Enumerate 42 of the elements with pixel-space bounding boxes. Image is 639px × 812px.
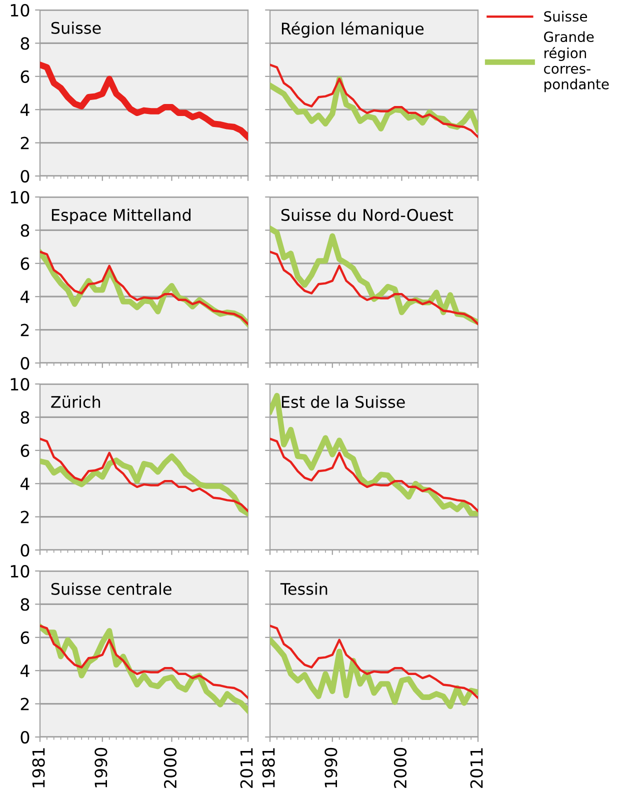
x-tick-label: 2000 xyxy=(394,748,407,788)
y-tick-label: 10 xyxy=(10,378,30,391)
text: Suisse du Nord-Ouest xyxy=(281,208,454,221)
y-tick-label: 6 xyxy=(20,631,30,644)
y-tick-label: 4 xyxy=(20,478,30,490)
x-tick-label: 2011 xyxy=(240,748,253,788)
y-tick-label: 8 xyxy=(20,224,30,237)
text: Zürich xyxy=(51,396,100,408)
text: Suisse xyxy=(51,22,101,34)
text: Espace Mittelland xyxy=(52,208,190,224)
y-tick-label: 4 xyxy=(20,104,30,116)
y-tick-label: 10 xyxy=(10,4,30,17)
x-tick-label: 2011 xyxy=(470,748,483,788)
x-tick-label: 1990 xyxy=(94,748,108,788)
legend-label: Suisse xyxy=(544,10,588,22)
y-tick-label: 0 xyxy=(20,544,30,557)
text: Suisse centrale xyxy=(51,582,172,595)
y-tick-label: 6 xyxy=(20,70,30,83)
y-tick-label: 2 xyxy=(20,324,29,336)
y-tick-label: 4 xyxy=(20,664,30,677)
x-tick-label: 2000 xyxy=(164,748,177,788)
text: Tessin xyxy=(280,582,328,595)
legend-label: Grande région corres- pondante xyxy=(544,31,609,92)
text: Est de la Suisse xyxy=(282,396,405,408)
y-tick-label: 8 xyxy=(20,37,30,50)
y-tick-label: 8 xyxy=(20,598,30,611)
y-tick-label: 6 xyxy=(20,444,30,457)
y-tick-label: 0 xyxy=(20,170,30,183)
y-tick-label: 2 xyxy=(20,136,29,150)
y-tick-label: 8 xyxy=(20,411,30,424)
y-tick-label: 0 xyxy=(20,356,30,370)
x-tick-label: 1990 xyxy=(324,748,338,788)
y-tick-label: 2 xyxy=(20,698,29,710)
y-tick-label: 6 xyxy=(20,257,30,270)
y-tick-label: 10 xyxy=(10,190,30,204)
x-tick-label: 1981 xyxy=(32,748,45,788)
x-tick-label: 1981 xyxy=(262,748,275,788)
y-tick-label: 0 xyxy=(20,730,30,744)
y-tick-label: 4 xyxy=(20,290,30,303)
y-tick-label: 10 xyxy=(10,564,30,578)
y-tick-label: 2 xyxy=(20,510,29,524)
text: Région lémanique xyxy=(282,22,424,38)
